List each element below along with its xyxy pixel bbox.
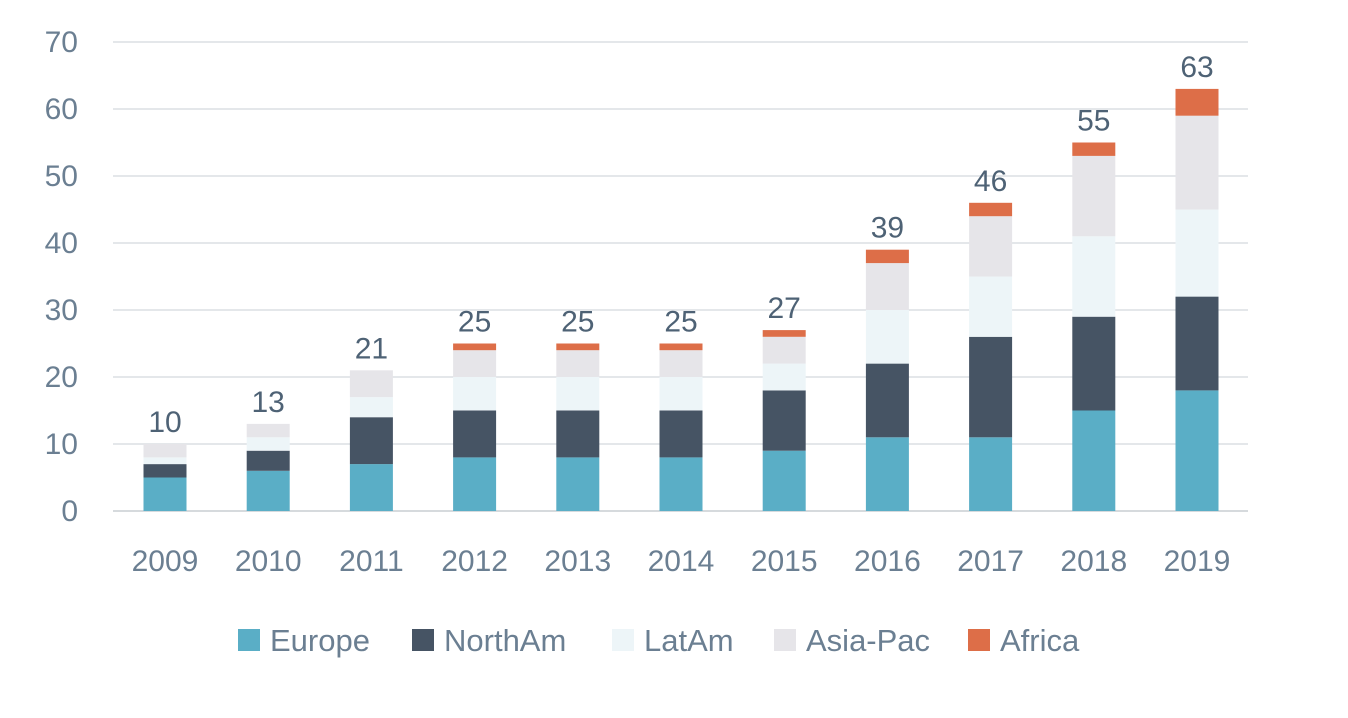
legend-swatch: [412, 629, 434, 651]
y-tick-label: 50: [45, 160, 78, 193]
y-tick-label: 40: [45, 227, 78, 260]
bar-segment-northam: [762, 390, 806, 451]
bar-total-labels: 10 13 21 25 25 25 27 39 46 55 63: [148, 51, 1213, 439]
bar-segment-northam: [556, 410, 600, 458]
bar-segment-asia-pac: [349, 370, 393, 398]
bar-segment-europe: [659, 457, 703, 511]
bar-total-label: 46: [974, 165, 1007, 198]
bar-total-label: 21: [355, 332, 388, 365]
y-tick-label: 60: [45, 93, 78, 126]
legend-label: Africa: [1000, 623, 1080, 658]
bars: [143, 88, 1219, 511]
bar-segment-africa: [1175, 88, 1219, 116]
bar-segment-africa: [865, 249, 909, 264]
bar-segment-asia-pac: [969, 216, 1013, 277]
y-tick-label: 0: [61, 495, 78, 528]
bar-total-label: 63: [1180, 51, 1213, 84]
legend-label: NorthAm: [444, 623, 566, 658]
bar-segment-northam: [349, 417, 393, 465]
bar-segment-northam: [246, 450, 290, 471]
legend-swatch: [238, 629, 260, 651]
bar-segment-africa: [659, 343, 703, 351]
bar-segment-africa: [556, 343, 600, 351]
bar-total-label: 25: [664, 306, 697, 339]
bar-segment-europe: [762, 450, 806, 511]
bar-segment-asia-pac: [556, 350, 600, 377]
bar-segment-northam: [1175, 296, 1219, 391]
bar-segment-africa: [762, 330, 806, 337]
bar-segment-asia-pac: [865, 263, 909, 310]
bar-segment-latam: [349, 397, 393, 418]
legend-label: Asia-Pac: [806, 623, 930, 658]
bar-segment-latam: [969, 276, 1013, 337]
bar-segment-europe: [349, 464, 393, 511]
bar-segment-asia-pac: [1072, 155, 1116, 237]
bar-segment-latam: [1072, 236, 1116, 317]
y-tick-label: 10: [45, 428, 78, 461]
bar-segment-latam: [659, 377, 703, 411]
bar-segment-asia-pac: [1175, 115, 1219, 210]
bar-segment-latam: [762, 363, 806, 391]
bar-segment-europe: [143, 477, 187, 511]
bar-total-label: 55: [1077, 105, 1110, 138]
x-tick-label: 2016: [854, 545, 921, 578]
bar-segment-europe: [969, 437, 1013, 511]
legend-label: Europe: [270, 623, 370, 658]
x-tick-label: 2017: [957, 545, 1024, 578]
y-axis-tick-labels: 0 10 20 30 40 50 60 70: [45, 26, 78, 528]
bar-segment-europe: [1175, 390, 1219, 511]
bar-segment-northam: [453, 410, 497, 458]
bar-total-label: 39: [871, 212, 904, 245]
bar-segment-latam: [1175, 209, 1219, 297]
bar-segment-latam: [556, 377, 600, 411]
bar-segment-northam: [143, 464, 187, 478]
bar-segment-northam: [659, 410, 703, 458]
bar-segment-asia-pac: [453, 350, 497, 377]
y-tick-label: 30: [45, 294, 78, 327]
bar-segment-northam: [969, 336, 1013, 438]
legend-swatch: [774, 629, 796, 651]
bar-total-label: 10: [148, 406, 181, 439]
x-tick-label: 2015: [751, 545, 818, 578]
legend-label: LatAm: [644, 623, 734, 658]
x-tick-label: 2018: [1060, 545, 1127, 578]
bar-segment-africa: [969, 202, 1013, 217]
bar-segment-europe: [1072, 410, 1116, 511]
bar-segment-latam: [453, 377, 497, 411]
bar-segment-europe: [865, 437, 909, 511]
bar-segment-asia-pac: [762, 336, 806, 364]
legend: Europe NorthAm LatAm Asia-Pac Africa: [238, 623, 1080, 658]
bar-total-label: 25: [561, 306, 594, 339]
bar-segment-africa: [453, 343, 497, 351]
bar-segment-northam: [1072, 316, 1116, 411]
x-tick-label: 2010: [235, 545, 302, 578]
x-tick-label: 2019: [1164, 545, 1231, 578]
bar-segment-asia-pac: [659, 350, 703, 377]
bar-segment-asia-pac: [143, 444, 187, 458]
x-tick-label: 2014: [648, 545, 715, 578]
x-tick-label: 2011: [339, 545, 404, 578]
bar-segment-northam: [865, 363, 909, 438]
bar-total-label: 13: [252, 386, 285, 419]
legend-swatch: [968, 629, 990, 651]
bar-segment-latam: [246, 437, 290, 451]
x-axis-tick-labels: 2009 2010 2011 2012 2013 2014 2015 2016 2017 2018…: [132, 545, 1231, 578]
bar-segment-latam: [865, 310, 909, 364]
bar-total-label: 25: [458, 306, 491, 339]
x-tick-label: 2013: [544, 545, 611, 578]
y-tick-label: 20: [45, 361, 78, 394]
legend-swatch: [612, 629, 634, 651]
bar-total-label: 27: [768, 292, 801, 325]
bar-segment-europe: [246, 470, 290, 511]
bar-segment-asia-pac: [246, 423, 290, 438]
y-tick-label: 70: [45, 26, 78, 59]
bar-segment-latam: [143, 457, 187, 465]
bar-segment-africa: [1072, 142, 1116, 156]
bar-segment-europe: [556, 457, 600, 511]
bar-segment-europe: [453, 457, 497, 511]
x-tick-label: 2009: [132, 545, 199, 578]
x-tick-label: 2012: [441, 545, 508, 578]
